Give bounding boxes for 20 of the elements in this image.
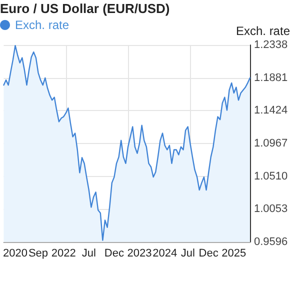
y-tick-label: 1.2338 bbox=[254, 39, 288, 51]
x-tick-label: 2025 bbox=[222, 248, 246, 260]
y-axis-title: Exch. rate bbox=[236, 24, 290, 38]
x-tick-label: 2024 bbox=[152, 248, 178, 260]
y-tick-label: 1.1881 bbox=[254, 72, 288, 84]
x-tick-label: Dec bbox=[104, 248, 124, 260]
y-tick-label: 1.0510 bbox=[254, 170, 288, 182]
y-tick-label: 1.0967 bbox=[254, 138, 288, 150]
y-tick-label: 1.0053 bbox=[254, 203, 288, 216]
x-tick-label: Jul bbox=[82, 248, 96, 260]
x-tick-label: 2020 bbox=[2, 248, 28, 260]
y-tick-label: 0.9596 bbox=[254, 236, 288, 248]
x-tick-label: Dec bbox=[198, 248, 219, 260]
x-tick-label: Jul bbox=[180, 248, 195, 260]
legend-label: Exch. rate bbox=[15, 18, 70, 32]
x-tick-label: 2022 bbox=[51, 248, 76, 260]
y-tick-label: 1.1424 bbox=[254, 104, 288, 117]
chart-title: Euro / US Dollar (EUR/USD) bbox=[0, 1, 170, 16]
x-tick-label: Sep bbox=[28, 248, 48, 260]
x-tick-label: 2023 bbox=[127, 248, 152, 260]
